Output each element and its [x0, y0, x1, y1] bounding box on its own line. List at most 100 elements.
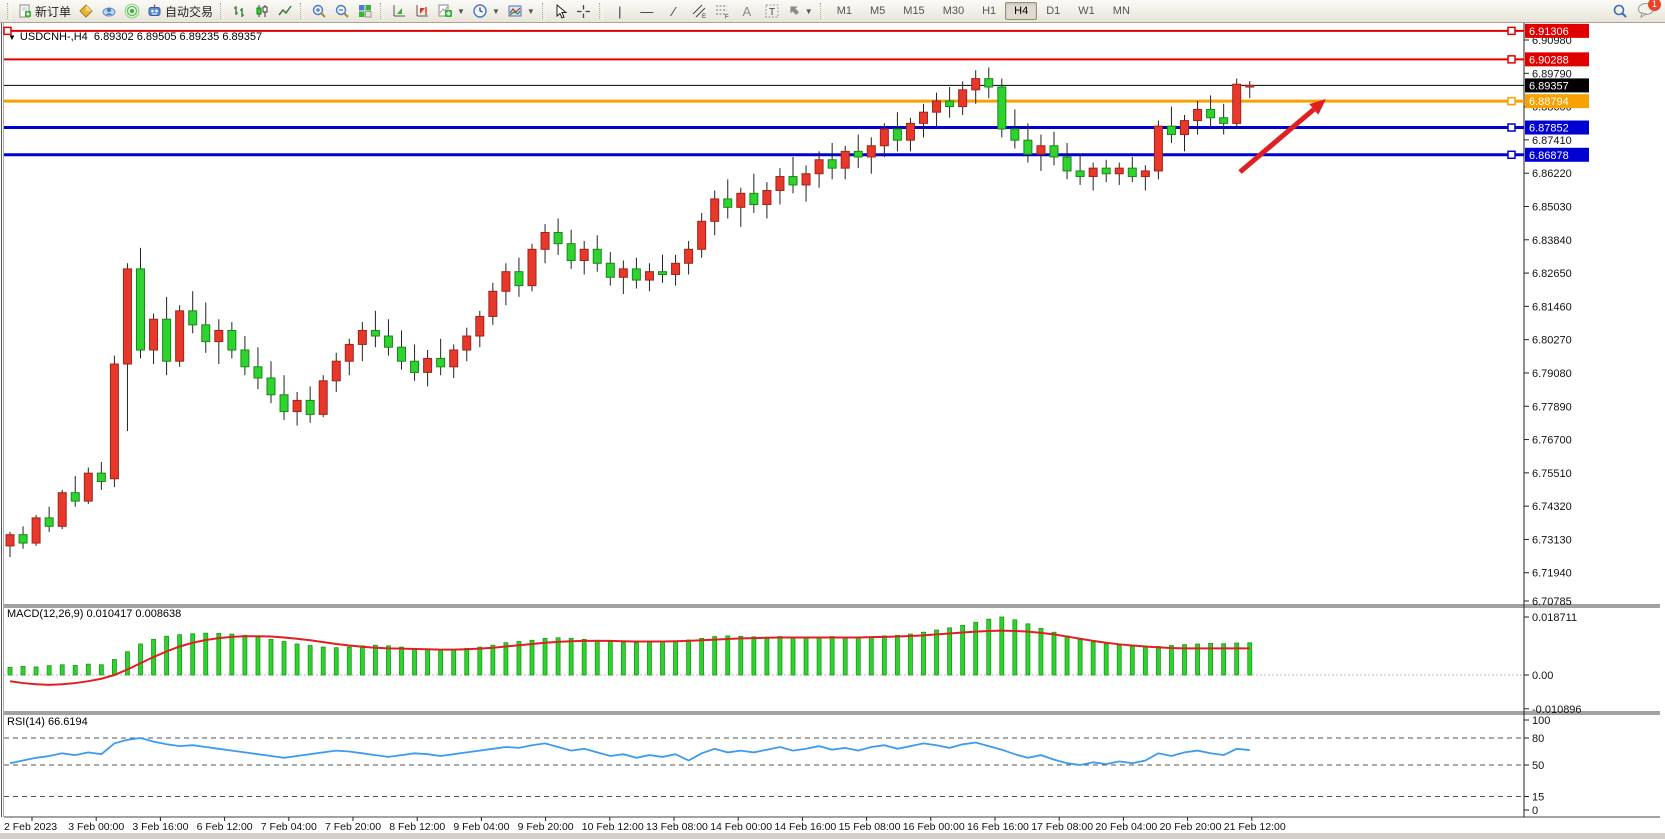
level-line-handle[interactable]	[1507, 96, 1516, 106]
timeframe-H1[interactable]: H1	[982, 5, 997, 17]
macd-bar	[1169, 645, 1174, 676]
candle-body	[227, 329, 237, 351]
macd-bar	[229, 633, 235, 676]
community-cloud-icon	[102, 7, 116, 17]
toolbar-right-tools: 1	[1609, 0, 1661, 21]
candle-body	[344, 343, 354, 362]
chat-button[interactable]: 1	[1637, 0, 1661, 21]
candle-body	[370, 329, 380, 337]
macd-bar	[581, 638, 587, 676]
svg-text:7 Feb 20:00: 7 Feb 20:00	[325, 821, 381, 833]
candle-body	[1127, 167, 1137, 178]
search-button[interactable]	[1609, 1, 1631, 21]
level-line-handle[interactable]	[1507, 55, 1516, 64]
candle-body	[932, 100, 942, 113]
timeframe-M1[interactable]: M1	[836, 5, 852, 17]
level-line-handle[interactable]	[1507, 150, 1516, 160]
candle-body	[919, 111, 928, 124]
level-line-handle[interactable]	[3, 26, 12, 36]
toolbar-separator	[380, 3, 385, 19]
arrows-tool-button[interactable]: ▼	[784, 1, 816, 21]
level-line-handle[interactable]	[1507, 123, 1516, 132]
text-icon: A	[742, 3, 752, 19]
timeframe-H4[interactable]: H4	[1005, 2, 1038, 20]
autotrading-label: 自动交易	[165, 4, 214, 19]
line-chart-button[interactable]	[274, 1, 296, 21]
chart-dropdown-icon[interactable]: ▼	[8, 33, 16, 42]
timeframe-M30[interactable]: M30	[942, 5, 965, 17]
search-icon	[1613, 4, 1627, 18]
candle-body	[710, 198, 720, 222]
price-level-lines[interactable]	[3, 26, 1524, 160]
macd-bar	[1025, 623, 1031, 676]
macd-bar	[542, 638, 548, 676]
svg-text:6.89790: 6.89790	[1532, 68, 1572, 80]
macd-signal-line	[9, 629, 1250, 686]
signals-button[interactable]	[121, 1, 143, 21]
macd-bar	[59, 664, 65, 676]
trendline-tool-button[interactable]: ∕	[661, 1, 687, 21]
timeframe-M5[interactable]: M5	[870, 5, 886, 17]
trend-arrow-head[interactable]	[1309, 99, 1326, 115]
add-indicator-button[interactable]: ▼	[434, 1, 468, 21]
chart-forward-button[interactable]	[388, 1, 410, 21]
macd-indicator-label: MACD(12,26,9) 0.010417 0.008638	[7, 608, 182, 620]
svg-text:6.74320: 6.74320	[1532, 501, 1572, 513]
timeframe-W1[interactable]: W1	[1078, 5, 1095, 17]
cursor-tool-button[interactable]	[550, 1, 572, 21]
dropdown-caret-icon: ▼	[491, 6, 500, 16]
timeframe-D1[interactable]: D1	[1046, 5, 1061, 17]
trend-arrow[interactable]	[1238, 107, 1316, 174]
svg-text:6.70785: 6.70785	[1532, 596, 1572, 608]
toolbar-grip[interactable]	[7, 3, 11, 19]
candle-body	[1088, 167, 1098, 178]
macd-bar	[359, 645, 365, 676]
macd-bar	[921, 631, 926, 676]
zoom-out-button[interactable]	[331, 1, 353, 21]
period-clock-button[interactable]: ▼	[469, 1, 503, 21]
template-button[interactable]: ▼	[504, 1, 538, 21]
candle-body	[449, 349, 459, 368]
zoom-in-button[interactable]	[308, 1, 330, 21]
gold-diamond-icon	[79, 4, 93, 18]
macd-bar	[1195, 643, 1200, 676]
macd-bar	[751, 636, 757, 676]
add-indicator-icon	[438, 4, 453, 17]
autotrading-button[interactable]: 自动交易	[144, 1, 216, 21]
candlestick-chart-button[interactable]	[251, 1, 273, 21]
timeframe-MN[interactable]: MN	[1112, 5, 1130, 17]
fibonacci-tool-button[interactable]: F	[711, 1, 733, 21]
candle-body	[1245, 84, 1255, 88]
timeframe-M15[interactable]: M15	[903, 5, 925, 17]
new-order-button[interactable]: 新订单	[15, 1, 74, 21]
candle-body	[1140, 170, 1150, 178]
market-button[interactable]	[75, 1, 97, 21]
bar-chart-button[interactable]	[228, 1, 250, 21]
svg-text:6.86878: 6.86878	[1529, 150, 1569, 162]
crosshair-tool-button[interactable]	[573, 1, 595, 21]
text-label-tool-button[interactable]: T	[761, 1, 783, 21]
price-axis-badges: 6.91306 6.90288 6.89357 6.88794 6.87852 6.868…	[1525, 23, 1589, 162]
text-tool-button[interactable]: A	[734, 1, 760, 21]
line-chart-icon	[278, 5, 292, 16]
macd-bar	[399, 646, 404, 676]
tile-windows-button[interactable]	[354, 1, 376, 21]
macd-bar	[568, 638, 574, 676]
level-line-handle[interactable]	[1507, 26, 1516, 36]
vertical-line-tool-button[interactable]: |	[607, 1, 633, 21]
macd-bar	[386, 645, 391, 676]
horizontal-line-tool-button[interactable]: —	[634, 1, 660, 21]
chart-back-button[interactable]	[411, 1, 433, 21]
candle-body	[462, 335, 472, 351]
macd-bar	[320, 646, 326, 676]
macd-bar	[425, 649, 431, 676]
channel-tool-button[interactable]: E	[688, 1, 710, 21]
community-button[interactable]	[98, 1, 120, 21]
candle-body	[514, 271, 524, 287]
toolbar-separator	[300, 3, 305, 19]
chart-symbol-period: USDCNH-,H4	[19, 31, 88, 43]
macd-bar	[177, 634, 183, 676]
macd-bar	[1142, 646, 1148, 676]
candle-body	[488, 290, 498, 317]
